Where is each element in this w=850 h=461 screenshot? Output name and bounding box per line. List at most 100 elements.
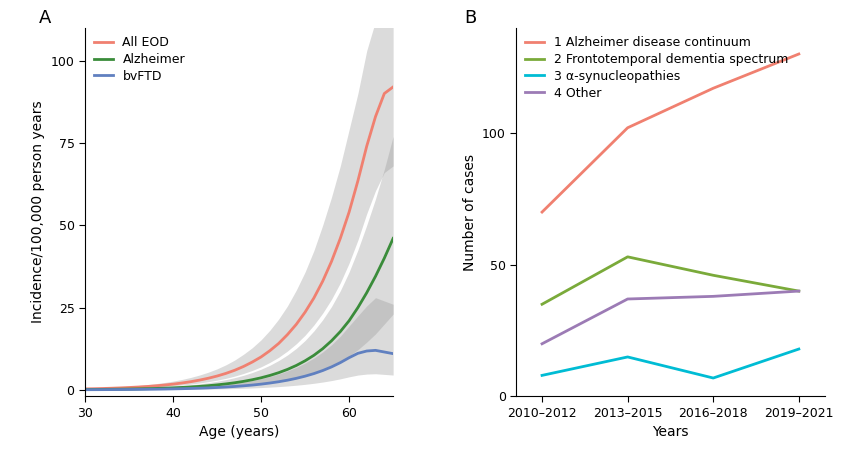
4 Other xyxy=(794,288,804,294)
Alzheimer xyxy=(88,387,99,392)
Text: B: B xyxy=(464,9,476,27)
bvFTD xyxy=(168,386,178,392)
bvFTD xyxy=(274,379,284,384)
3 α-synucleopathies xyxy=(794,346,804,352)
1 Alzheimer disease continuum xyxy=(622,125,632,130)
2 Frontotemporal dementia spectrum xyxy=(708,272,718,278)
Line: 3 α-synucleopathies: 3 α-synucleopathies xyxy=(542,349,799,378)
bvFTD xyxy=(150,386,161,392)
X-axis label: Age (years): Age (years) xyxy=(199,426,280,439)
Alzheimer xyxy=(282,366,292,372)
Y-axis label: Number of cases: Number of cases xyxy=(462,154,477,271)
Alzheimer xyxy=(379,255,389,261)
Alzheimer xyxy=(256,375,266,381)
All EOD xyxy=(80,386,90,392)
bvFTD xyxy=(177,386,187,391)
Alzheimer xyxy=(150,386,161,391)
Line: 2 Frontotemporal dementia spectrum: 2 Frontotemporal dementia spectrum xyxy=(542,257,799,304)
2 Frontotemporal dementia spectrum xyxy=(794,288,804,294)
Alzheimer xyxy=(292,363,302,368)
Y-axis label: Incidence/100,000 person years: Incidence/100,000 person years xyxy=(31,101,45,323)
bvFTD xyxy=(230,384,240,389)
1 Alzheimer disease continuum xyxy=(794,51,804,57)
Line: 4 Other: 4 Other xyxy=(542,291,799,344)
All EOD xyxy=(353,178,363,183)
Alzheimer xyxy=(344,318,354,324)
1 Alzheimer disease continuum xyxy=(537,209,547,215)
All EOD xyxy=(361,143,371,149)
All EOD xyxy=(309,295,319,301)
All EOD xyxy=(106,385,116,391)
All EOD xyxy=(168,381,178,387)
Alzheimer xyxy=(80,387,90,392)
Alzheimer xyxy=(274,370,284,375)
bvFTD xyxy=(185,386,196,391)
bvFTD xyxy=(221,384,231,390)
Alzheimer xyxy=(353,305,363,310)
Alzheimer xyxy=(106,386,116,392)
All EOD xyxy=(388,84,398,90)
bvFTD xyxy=(115,387,125,392)
Alzheimer xyxy=(142,386,152,391)
Alzheimer xyxy=(230,380,240,385)
Line: bvFTD: bvFTD xyxy=(85,350,393,390)
All EOD xyxy=(142,384,152,389)
All EOD xyxy=(371,114,381,119)
Line: 1 Alzheimer disease continuum: 1 Alzheimer disease continuum xyxy=(542,54,799,212)
All EOD xyxy=(203,375,213,381)
Legend: All EOD, Alzheimer, bvFTD: All EOD, Alzheimer, bvFTD xyxy=(88,31,190,88)
bvFTD xyxy=(256,381,266,387)
Alzheimer xyxy=(185,384,196,390)
All EOD xyxy=(195,378,205,383)
bvFTD xyxy=(353,350,363,356)
bvFTD xyxy=(159,386,169,392)
Alzheimer xyxy=(335,329,345,334)
All EOD xyxy=(159,382,169,388)
All EOD xyxy=(335,236,345,241)
Alzheimer xyxy=(247,377,258,383)
All EOD xyxy=(379,91,389,96)
All EOD xyxy=(177,380,187,386)
All EOD xyxy=(98,386,108,391)
bvFTD xyxy=(344,355,354,361)
All EOD xyxy=(230,367,240,373)
bvFTD xyxy=(195,385,205,391)
Alzheimer xyxy=(168,385,178,390)
Legend: 1 Alzheimer disease continuum, 2 Frontotemporal dementia spectrum, 3 α-synucleop: 1 Alzheimer disease continuum, 2 Frontot… xyxy=(520,31,793,105)
All EOD xyxy=(238,364,248,369)
All EOD xyxy=(300,309,310,315)
Text: A: A xyxy=(39,9,51,27)
Alzheimer xyxy=(265,372,275,378)
Alzheimer xyxy=(221,381,231,387)
bvFTD xyxy=(326,364,337,370)
bvFTD xyxy=(203,385,213,390)
2 Frontotemporal dementia spectrum xyxy=(622,254,632,260)
All EOD xyxy=(256,354,266,360)
bvFTD xyxy=(142,386,152,392)
2 Frontotemporal dementia spectrum xyxy=(537,301,547,307)
All EOD xyxy=(115,385,125,390)
bvFTD xyxy=(292,376,302,381)
bvFTD xyxy=(238,383,248,389)
bvFTD xyxy=(309,371,319,376)
bvFTD xyxy=(247,382,258,388)
bvFTD xyxy=(335,360,345,366)
Alzheimer xyxy=(212,382,222,388)
Alzheimer xyxy=(318,346,328,351)
bvFTD xyxy=(265,380,275,386)
4 Other xyxy=(622,296,632,302)
bvFTD xyxy=(88,387,99,392)
bvFTD xyxy=(106,387,116,392)
All EOD xyxy=(247,359,258,365)
X-axis label: Years: Years xyxy=(652,426,689,439)
Line: All EOD: All EOD xyxy=(85,87,393,389)
bvFTD xyxy=(300,373,310,379)
Alzheimer xyxy=(371,273,381,279)
All EOD xyxy=(318,278,328,284)
Alzheimer xyxy=(326,338,337,343)
bvFTD xyxy=(212,385,222,390)
bvFTD xyxy=(371,348,381,353)
All EOD xyxy=(150,383,161,389)
bvFTD xyxy=(361,348,371,354)
All EOD xyxy=(88,386,99,391)
